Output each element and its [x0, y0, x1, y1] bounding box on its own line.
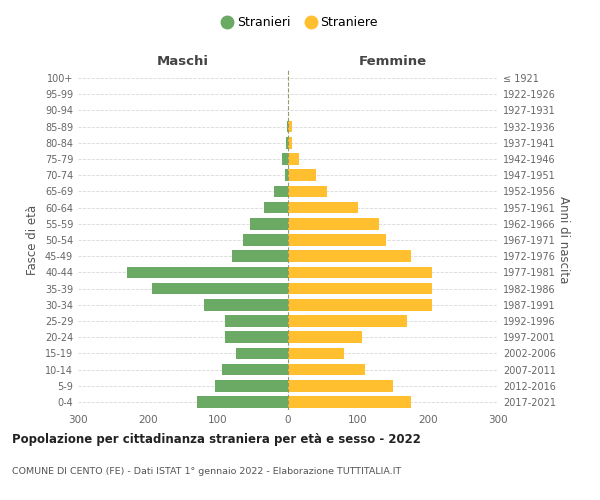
Bar	[274, 186, 288, 198]
Bar	[225, 332, 288, 343]
Bar	[225, 315, 288, 327]
Bar	[288, 202, 358, 213]
Bar	[288, 170, 316, 181]
Bar	[288, 380, 393, 392]
Legend: Stranieri, Straniere: Stranieri, Straniere	[217, 11, 383, 34]
Bar	[288, 218, 379, 230]
Bar	[263, 202, 288, 213]
Bar	[288, 250, 410, 262]
Bar	[288, 348, 344, 359]
Bar	[288, 282, 431, 294]
Bar	[235, 348, 288, 359]
Bar	[250, 218, 288, 230]
Bar	[288, 121, 292, 132]
Bar	[242, 234, 288, 246]
Bar	[221, 364, 288, 376]
Bar	[287, 121, 288, 132]
Text: COMUNE DI CENTO (FE) - Dati ISTAT 1° gennaio 2022 - Elaborazione TUTTITALIA.IT: COMUNE DI CENTO (FE) - Dati ISTAT 1° gen…	[12, 468, 401, 476]
Bar	[288, 266, 431, 278]
Bar	[232, 250, 288, 262]
Bar	[127, 266, 288, 278]
Bar	[288, 396, 410, 407]
Bar	[288, 186, 326, 198]
Y-axis label: Fasce di età: Fasce di età	[26, 205, 39, 275]
Bar	[197, 396, 288, 407]
Text: Femmine: Femmine	[359, 56, 427, 68]
Bar	[288, 234, 386, 246]
Bar	[215, 380, 288, 392]
Bar	[283, 153, 288, 165]
Bar	[288, 153, 299, 165]
Text: Maschi: Maschi	[157, 56, 209, 68]
Bar	[288, 332, 361, 343]
Bar	[284, 170, 288, 181]
Bar	[288, 137, 292, 148]
Text: Popolazione per cittadinanza straniera per età e sesso - 2022: Popolazione per cittadinanza straniera p…	[12, 432, 421, 446]
Bar	[288, 364, 365, 376]
Bar	[288, 299, 431, 310]
Bar	[288, 315, 407, 327]
Bar	[286, 137, 288, 148]
Y-axis label: Anni di nascita: Anni di nascita	[557, 196, 570, 284]
Bar	[204, 299, 288, 310]
Bar	[151, 282, 288, 294]
